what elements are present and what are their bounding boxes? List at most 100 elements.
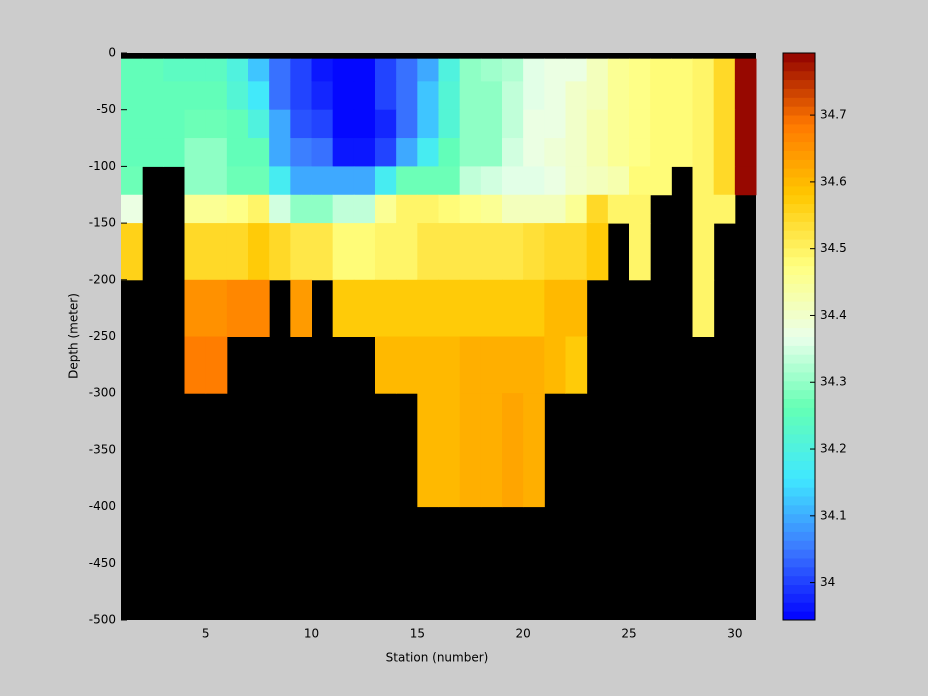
colorbar-swatch [783,504,815,515]
cell [544,109,566,139]
cell [459,194,482,224]
cell [459,166,482,196]
cell [248,166,270,196]
cell [607,166,630,196]
colorbar-swatch [783,150,815,160]
colorbar-swatch [783,336,815,346]
y-axis-label: Depth (meter) [67,293,81,379]
cell [248,109,270,139]
cell [332,138,355,167]
cell [163,58,185,82]
cell [565,223,588,281]
cell [438,58,461,82]
cell [565,279,588,337]
cell [417,166,439,196]
cell [459,393,482,508]
cell [459,279,482,337]
cell [523,81,545,111]
colorbar-swatch [783,611,815,621]
x-tick-label: 5 [202,627,210,641]
y-tick-label: 0 [108,46,116,60]
cell [269,81,291,111]
cell [502,109,524,139]
cell [121,81,143,111]
x-tick-label: 30 [727,627,742,641]
cell [205,223,228,281]
cell [438,194,461,224]
cell [438,393,461,508]
cell [629,58,651,82]
colorbar-swatch [783,53,815,63]
colorbar-swatch [783,221,815,231]
cell [544,223,566,281]
colorbar-swatch [783,380,815,391]
colorbar-swatch [783,70,815,81]
cell [480,223,503,281]
cell [184,81,207,111]
x-tick-label: 25 [621,627,636,641]
cell [248,81,270,111]
cell [629,223,651,281]
cell [607,81,630,111]
cell [269,58,291,82]
cell [226,279,249,337]
colorbar-swatch [783,557,815,568]
cell [396,138,418,167]
cell [523,336,545,394]
colorbar-swatch [783,132,815,143]
cell [142,138,164,167]
cell [650,109,672,139]
cell [121,194,143,224]
cell [269,194,291,224]
colorbar-swatch [783,327,815,337]
cell [121,166,143,196]
colorbar-swatch [783,407,815,417]
cell [375,194,397,224]
colorbar-tick-label: 34.7 [820,108,847,122]
cell [586,166,609,196]
cell [480,279,503,337]
cell [523,138,545,167]
y-tick-label: -150 [89,216,116,230]
y-tick-label: -450 [89,556,116,570]
cell [565,336,588,394]
cell [734,138,757,167]
cell [290,194,312,224]
cell [163,81,185,111]
colorbar-frame [782,52,816,621]
colorbar-swatch [783,442,815,453]
cell [671,81,693,111]
cell [205,81,228,111]
cell [480,138,503,167]
cell [417,336,439,394]
colorbar-swatch [783,345,815,355]
cell [459,81,482,111]
colorbar-swatch [783,123,815,134]
cell [121,223,143,281]
cell [671,109,693,139]
cell [226,166,249,196]
cell [438,109,461,139]
colorbar-swatch [783,177,815,187]
cell [205,279,228,337]
colorbar-swatch [783,584,815,594]
cell [184,336,207,394]
cell [396,223,418,281]
colorbar-tick-label: 34.2 [820,442,847,456]
colorbar-swatch [783,522,815,532]
colorbar-tick-label: 34.6 [820,174,847,188]
y-tick-label: -200 [89,272,116,286]
cell [332,194,355,224]
cell [142,109,164,139]
cell [438,81,461,111]
y-tick-label: -400 [89,499,116,513]
cell [502,58,524,82]
colorbar-swatch [783,168,815,178]
cell [311,109,334,139]
colorbar-swatch [783,309,815,320]
cell [226,109,249,139]
colorbar-swatch [783,230,815,240]
cell [353,166,376,196]
colorbar-swatch [783,363,815,373]
cell [269,166,291,196]
